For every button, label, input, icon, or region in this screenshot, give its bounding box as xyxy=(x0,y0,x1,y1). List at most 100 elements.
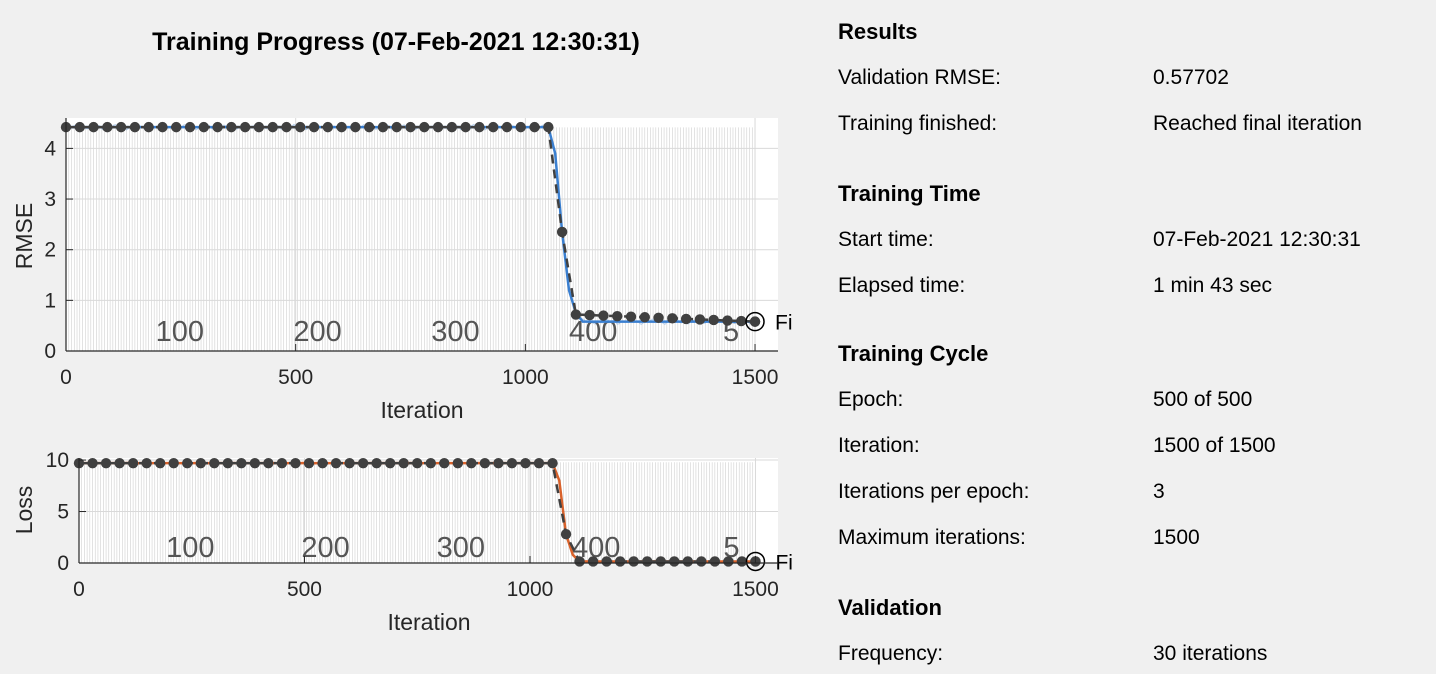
rmse-validation-point xyxy=(515,121,526,133)
rmse-validation-point xyxy=(446,121,458,133)
frequency-row: Frequency: 30 iterations xyxy=(838,641,1428,667)
loss-validation-point xyxy=(533,457,545,469)
results-heading: Results xyxy=(838,19,918,44)
rmse-y-tick-label: 4 xyxy=(44,137,56,160)
rmse-validation-point xyxy=(143,121,154,133)
loss-validation-point xyxy=(236,457,247,469)
rmse-validation-point xyxy=(226,121,237,133)
maximum-iterations-label: Maximum iterations: xyxy=(838,526,1026,549)
loss-validation-point xyxy=(628,556,639,567)
rmse-epoch-label: 200 xyxy=(293,316,341,348)
loss-validation-point xyxy=(709,556,721,567)
loss-validation-point xyxy=(195,457,206,469)
rmse-final-marker xyxy=(745,311,765,332)
iteration-label: Iteration: xyxy=(838,434,920,457)
loss-validation-point xyxy=(642,556,653,567)
loss-validation-point xyxy=(249,457,261,469)
rmse-validation-point xyxy=(474,121,485,133)
rmse-validation-point xyxy=(639,312,650,323)
rmse-y-tick-label: 2 xyxy=(44,239,56,262)
rmse-validation-point xyxy=(115,121,127,133)
rmse-validation-point xyxy=(88,121,99,133)
rmse-validation-point xyxy=(350,121,361,133)
training-finished-value: Reached final iteration xyxy=(1153,112,1362,135)
loss-validation-point xyxy=(87,457,98,469)
rmse-x-tick-label: 0 xyxy=(60,366,72,389)
rmse-validation-point xyxy=(501,121,513,133)
loss-validation-point xyxy=(209,457,220,469)
rmse-epoch-label: 300 xyxy=(431,316,479,348)
rmse-validation-point xyxy=(625,311,637,322)
loss-validation-point xyxy=(127,457,139,469)
loss-x-tick-label: 500 xyxy=(287,578,322,601)
loss-validation-point xyxy=(736,556,748,567)
training-finished-label: Training finished: xyxy=(838,112,998,135)
training-time-heading: Training Time xyxy=(838,181,981,206)
loss-validation-point xyxy=(425,457,436,469)
loss-validation-point xyxy=(547,457,558,469)
rmse-x-tick-label: 1500 xyxy=(732,366,779,389)
loss-x-tick-label: 1500 xyxy=(732,578,779,601)
training-finished-row: Training finished: Reached final iterati… xyxy=(838,111,1428,137)
rmse-validation-point xyxy=(736,315,747,327)
validation-rmse-label: Validation RMSE: xyxy=(838,66,1002,89)
loss-validation-point xyxy=(412,457,423,469)
rmse-validation-point xyxy=(722,315,733,326)
rmse-validation-point xyxy=(308,121,320,133)
rmse-validation-point xyxy=(129,121,141,133)
loss-validation-point xyxy=(506,457,518,469)
rmse-validation-point xyxy=(336,121,347,133)
maximum-iterations-row: Maximum iterations: 1500 xyxy=(838,525,1428,551)
loss-validation-point xyxy=(182,457,193,469)
rmse-validation-point xyxy=(680,313,692,325)
rmse-validation-point xyxy=(460,121,471,133)
rmse-validation-point xyxy=(322,121,334,133)
rmse-validation-point xyxy=(239,121,251,133)
rmse-validation-point xyxy=(253,121,265,133)
rmse-validation-point xyxy=(488,121,499,133)
loss-validation-point xyxy=(263,457,274,469)
loss-validation-point xyxy=(439,457,450,469)
loss-y-tick-label: 5 xyxy=(57,501,69,524)
loss-validation-point xyxy=(100,457,112,469)
frequency-label: Frequency: xyxy=(838,642,944,665)
rmse-validation-point xyxy=(281,121,292,133)
loss-validation-point xyxy=(276,457,288,469)
loss-validation-point xyxy=(696,556,707,567)
start-time-row: Start time: 07-Feb-2021 12:30:31 xyxy=(838,227,1428,253)
rmse-final-label: Fi xyxy=(775,312,793,335)
loss-final-label: Fi xyxy=(775,551,793,574)
loss-y-tick-label: 10 xyxy=(46,449,69,472)
loss-validation-point xyxy=(520,457,531,469)
loss-epoch-label: 300 xyxy=(437,532,485,564)
start-time-value: 07-Feb-2021 12:30:31 xyxy=(1153,228,1361,251)
rmse-validation-point xyxy=(295,121,306,133)
loss-validation-point xyxy=(344,457,355,469)
loss-validation-point xyxy=(601,556,612,567)
rmse-validation-point xyxy=(157,121,168,133)
loss-validation-point xyxy=(114,457,125,469)
frequency-value: 30 iterations xyxy=(1153,642,1268,665)
loss-validation-point xyxy=(452,457,464,469)
epoch-label: Epoch: xyxy=(838,388,904,411)
loss-validation-point xyxy=(303,457,315,469)
rmse-validation-point xyxy=(74,121,85,133)
rmse-epoch-labels: 100 200 300 400 5 xyxy=(156,316,739,348)
loss-validation-point xyxy=(587,556,599,567)
rmse-validation-point xyxy=(653,312,664,324)
rmse-series: Fi xyxy=(60,121,793,335)
rmse-validation-point xyxy=(612,310,623,322)
rmse-validation-point xyxy=(377,121,389,133)
loss-epoch-labels: 100 200 300 400 5 xyxy=(166,532,739,564)
validation-rmse-value: 0.57702 xyxy=(1153,66,1229,89)
loss-validation-point xyxy=(479,457,491,469)
loss-validation-point xyxy=(330,457,342,469)
rmse-validation-point xyxy=(212,121,223,133)
maximum-iterations-value: 1500 xyxy=(1153,526,1200,549)
iterations-per-epoch-value: 3 xyxy=(1153,480,1165,503)
loss-validation-point xyxy=(317,457,328,469)
rmse-validation-point xyxy=(529,121,540,133)
loss-validation-point xyxy=(357,457,369,469)
